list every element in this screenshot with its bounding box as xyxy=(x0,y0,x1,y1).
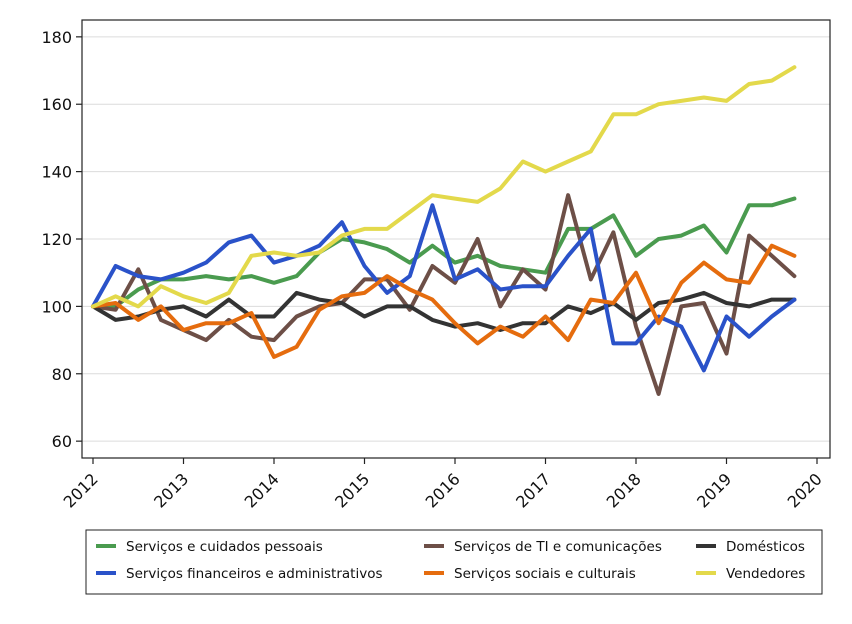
legend-label: Domésticos xyxy=(726,539,805,555)
x-tick-label: 2012 xyxy=(60,469,102,511)
legend-label: Serviços financeiros e administrativos xyxy=(126,566,383,582)
x-tick-label: 2017 xyxy=(512,469,554,511)
series-line xyxy=(91,290,797,332)
series-lines xyxy=(91,65,797,396)
series-line xyxy=(91,203,797,373)
y-tick-label: 140 xyxy=(41,163,72,182)
series-line xyxy=(91,243,797,359)
series-line xyxy=(91,65,797,309)
legend-label: Vendedores xyxy=(726,566,805,582)
x-tick-label: 2018 xyxy=(603,469,645,511)
y-axis: 60 80 100 120 140 160 180 xyxy=(41,28,82,451)
legend: Serviços e cuidados pessoais Serviços de … xyxy=(85,529,823,595)
y-tick-label: 180 xyxy=(41,28,72,47)
x-axis: 2012 2013 2014 2015 2016 2017 2018 2019 2020 xyxy=(60,458,826,512)
x-tick-label: 2019 xyxy=(693,469,735,511)
legend-label: Serviços de TI e comunicações xyxy=(454,539,662,555)
y-tick-label: 160 xyxy=(41,95,72,114)
x-tick-label: 2016 xyxy=(422,469,464,511)
y-tick-label: 60 xyxy=(52,432,72,451)
y-tick-label: 80 xyxy=(52,365,72,384)
grid-lines xyxy=(82,36,830,442)
legend-frame xyxy=(85,529,823,595)
x-tick-label: 2013 xyxy=(150,469,192,511)
legend-label: Serviços e cuidados pessoais xyxy=(126,539,323,555)
y-tick-label: 120 xyxy=(41,230,72,249)
y-tick-label: 100 xyxy=(41,297,72,316)
x-tick-label: 2020 xyxy=(784,469,826,511)
legend-label: Serviços sociais e culturais xyxy=(454,566,636,582)
x-tick-label: 2015 xyxy=(331,469,373,511)
series-line xyxy=(91,196,797,309)
series-line xyxy=(91,193,797,396)
x-tick-label: 2014 xyxy=(241,469,283,511)
